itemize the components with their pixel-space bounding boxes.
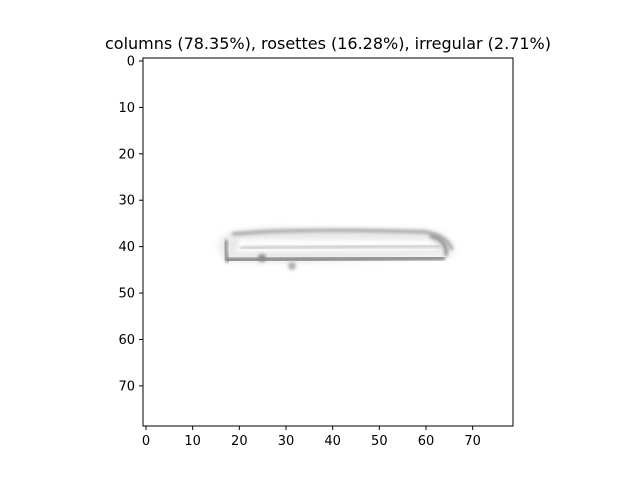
y-tick-label: 20 xyxy=(118,147,135,162)
x-axis: 0 10 20 30 40 50 60 70 xyxy=(142,426,481,449)
x-tick-label: 20 xyxy=(231,434,248,449)
y-tick-label: 30 xyxy=(118,194,135,209)
x-tick-label: 50 xyxy=(371,434,388,449)
y-tick-label: 40 xyxy=(118,240,135,255)
y-axis: 0 10 20 30 40 50 60 70 xyxy=(118,55,143,394)
crystal-image xyxy=(218,228,454,270)
y-tick-label: 70 xyxy=(118,379,135,394)
y-tick-label: 10 xyxy=(118,101,135,116)
x-tick-label: 40 xyxy=(324,434,341,449)
x-tick-label: 0 xyxy=(142,434,150,449)
y-tick-label: 0 xyxy=(127,55,135,70)
x-tick-label: 70 xyxy=(464,434,481,449)
figure-title: columns (78.35%), rosettes (16.28%), irr… xyxy=(105,34,551,53)
x-tick-label: 10 xyxy=(184,434,201,449)
axes-frame xyxy=(142,57,514,427)
x-tick-label: 30 xyxy=(278,434,295,449)
y-tick-label: 50 xyxy=(118,287,135,302)
y-tick-label: 60 xyxy=(118,333,135,348)
x-tick-label: 60 xyxy=(418,434,435,449)
